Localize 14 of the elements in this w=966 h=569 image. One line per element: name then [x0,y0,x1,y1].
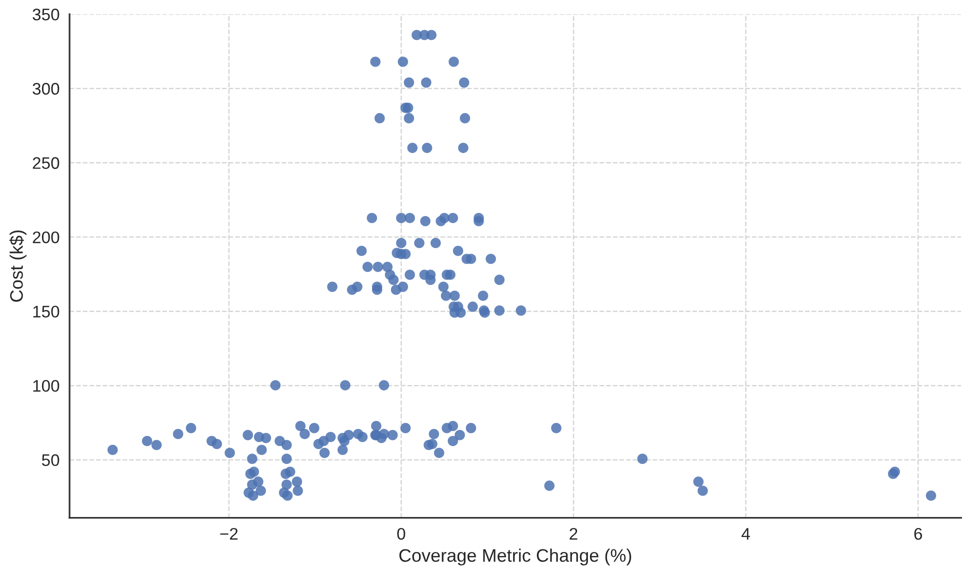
x-tick-label: 0 [397,528,406,540]
x-axis-title: Coverage Metric Change (%) [399,548,632,566]
y-axis-title: Cost (k$) [9,230,26,302]
x-tick-label: 4 [742,528,750,540]
y-tick-label: 200 [32,231,60,244]
y-tick-label: 350 [32,8,60,20]
x-tick-label: 6 [914,528,922,540]
y-tick-label: 300 [32,82,60,95]
x-tick-label: −2 [220,528,238,540]
y-tick-label: 50 [42,454,60,466]
y-tick-label: 100 [33,380,60,392]
x-tick-label: 2 [570,528,578,540]
y-tick-label: 150 [33,306,60,318]
y-tick-label: 250 [32,157,60,169]
